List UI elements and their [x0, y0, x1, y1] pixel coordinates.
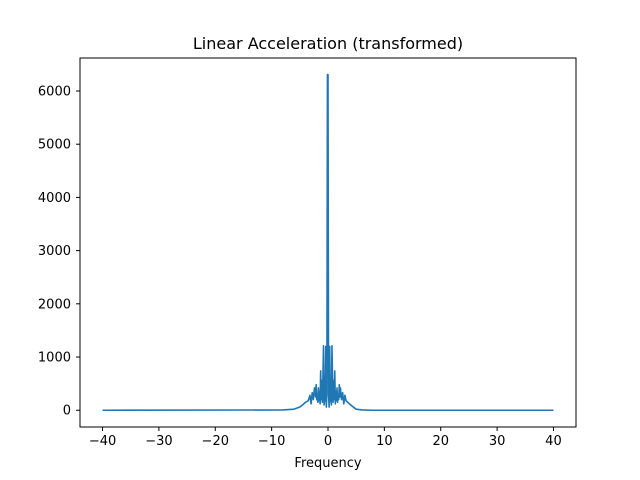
x-tick-label: −20 — [202, 434, 229, 449]
x-axis-ticks: −40 −30 −20 −10 0 10 20 30 40 — [89, 427, 562, 449]
x-axis-label: Frequency — [294, 456, 361, 471]
series-group — [102, 73, 554, 412]
y-tick-label: 3000 — [38, 244, 71, 259]
chart-title: Linear Acceleration (transformed) — [193, 34, 463, 53]
y-tick-label: 6000 — [38, 84, 71, 99]
series-line-spectrum — [102, 73, 554, 412]
y-tick-label: 4000 — [38, 191, 71, 206]
x-tick-label: 40 — [545, 434, 562, 449]
x-tick-label: 30 — [489, 434, 506, 449]
y-tick-label: 0 — [63, 404, 71, 419]
y-tick-label: 1000 — [38, 351, 71, 366]
x-tick-label: −30 — [145, 434, 172, 449]
y-tick-label: 2000 — [38, 297, 71, 312]
x-tick-label: −40 — [89, 434, 116, 449]
x-tick-label: −10 — [258, 434, 285, 449]
y-axis-ticks: 0 1000 2000 3000 4000 5000 6000 — [38, 84, 80, 419]
x-tick-label: 20 — [432, 434, 449, 449]
x-tick-label: 0 — [324, 434, 332, 449]
x-tick-label: 10 — [376, 434, 393, 449]
y-tick-label: 5000 — [38, 138, 71, 153]
